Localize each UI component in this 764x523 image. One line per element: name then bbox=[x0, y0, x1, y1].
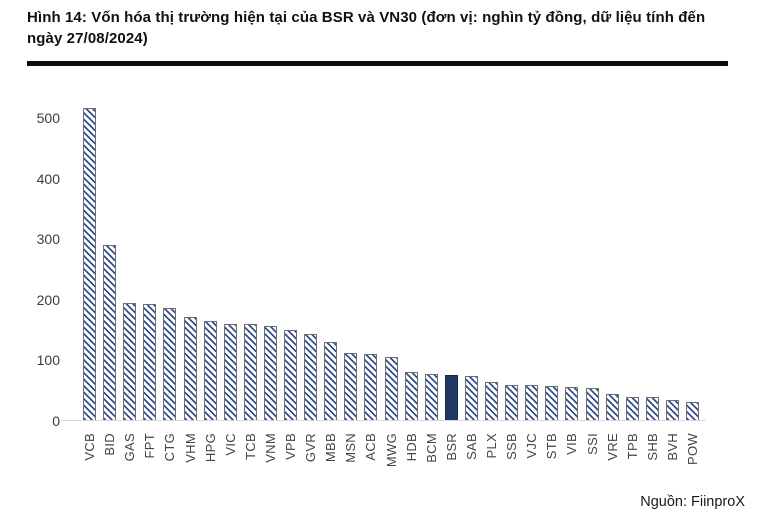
x-tick-label-ssb: SSB bbox=[504, 433, 519, 460]
chart-bar-vhm bbox=[184, 317, 197, 421]
chart-bar-shb bbox=[646, 397, 659, 421]
chart-bar-acb bbox=[364, 354, 377, 421]
x-tick-label-vjc: VJC bbox=[524, 433, 539, 459]
x-tick-label-msn: MSN bbox=[343, 433, 358, 463]
x-tick-label-bid: BID bbox=[102, 433, 117, 456]
chart-bar-vib bbox=[565, 387, 578, 421]
chart-bar-bid bbox=[103, 245, 116, 421]
chart-bar-plx bbox=[485, 382, 498, 421]
y-tick-label: 0 bbox=[52, 413, 60, 429]
chart-bar-vcb bbox=[83, 108, 96, 421]
x-tick-label-bsr: BSR bbox=[444, 433, 459, 461]
x-tick-label-ssi: SSI bbox=[585, 433, 600, 455]
chart-bar-msn bbox=[344, 353, 357, 421]
chart-bar-ctg bbox=[163, 308, 176, 421]
x-tick-label-pow: POW bbox=[685, 433, 700, 465]
chart-bar-vic bbox=[224, 324, 237, 421]
x-tick-label-plx: PLX bbox=[484, 433, 499, 459]
chart-bar-tpb bbox=[626, 397, 639, 421]
x-tick-label-sab: SAB bbox=[464, 433, 479, 460]
x-tick-label-hpg: HPG bbox=[203, 433, 218, 463]
chart-bar-vre bbox=[606, 394, 619, 421]
chart-bar-mwg bbox=[385, 357, 398, 421]
title-divider bbox=[27, 61, 728, 66]
chart-bar-vjc bbox=[525, 385, 538, 421]
x-tick-label-tcb: TCB bbox=[243, 433, 258, 460]
chart-bar-fpt bbox=[143, 304, 156, 421]
x-tick-label-tpb: TPB bbox=[625, 433, 640, 460]
x-tick-label-acb: ACB bbox=[363, 433, 378, 461]
chart-bar-vnm bbox=[264, 326, 277, 421]
x-tick-label-vre: VRE bbox=[605, 433, 620, 461]
y-tick-label: 500 bbox=[36, 110, 60, 126]
x-axis-line bbox=[61, 420, 706, 421]
figure-title: Hình 14: Vốn hóa thị trường hiện tại của… bbox=[27, 9, 706, 47]
y-tick-label: 200 bbox=[36, 292, 60, 308]
x-tick-label-mwg: MWG bbox=[384, 433, 399, 468]
source-label: Nguồn: FiinproX bbox=[640, 494, 745, 510]
x-tick-label-shb: SHB bbox=[645, 433, 660, 461]
chart-bar-ssi bbox=[586, 388, 599, 421]
x-tick-label-vpb: VPB bbox=[283, 433, 298, 460]
x-tick-label-fpt: FPT bbox=[142, 433, 157, 459]
x-tick-label-hdb: HDB bbox=[404, 433, 419, 462]
chart-bar-vpb bbox=[284, 330, 297, 421]
chart-bar-gas bbox=[123, 303, 136, 421]
x-tick-label-bcm: BCM bbox=[424, 433, 439, 463]
chart-bar-stb bbox=[545, 386, 558, 421]
chart-bar-bcm bbox=[425, 374, 438, 421]
y-tick-label: 400 bbox=[36, 171, 60, 187]
x-tick-label-vib: VIB bbox=[564, 433, 579, 455]
chart-bar-hdb bbox=[405, 372, 418, 421]
x-tick-label-stb: STB bbox=[544, 433, 559, 460]
chart-bar-pow bbox=[686, 402, 699, 421]
x-tick-label-vnm: VNM bbox=[263, 433, 278, 463]
x-tick-label-bvh: BVH bbox=[665, 433, 680, 461]
x-tick-label-vhm: VHM bbox=[183, 433, 198, 463]
x-tick-label-gas: GAS bbox=[122, 433, 137, 462]
chart-bar-highlight-bsr bbox=[445, 375, 458, 421]
chart-bar-gvr bbox=[304, 334, 317, 421]
chart-bar-sab bbox=[465, 376, 478, 421]
chart-bar-hpg bbox=[204, 321, 217, 421]
chart-bar-tcb bbox=[244, 324, 257, 421]
chart-bar-ssb bbox=[505, 385, 518, 421]
x-tick-label-mbb: MBB bbox=[323, 433, 338, 463]
x-tick-label-ctg: CTG bbox=[162, 433, 177, 462]
x-tick-label-vic: VIC bbox=[223, 433, 238, 456]
chart-bar-mbb bbox=[324, 342, 337, 421]
x-tick-label-gvr: GVR bbox=[303, 433, 318, 463]
x-tick-label-vcb: VCB bbox=[82, 433, 97, 461]
chart-bar-bvh bbox=[666, 400, 679, 421]
y-tick-label: 100 bbox=[36, 352, 60, 368]
y-tick-label: 300 bbox=[36, 231, 60, 247]
